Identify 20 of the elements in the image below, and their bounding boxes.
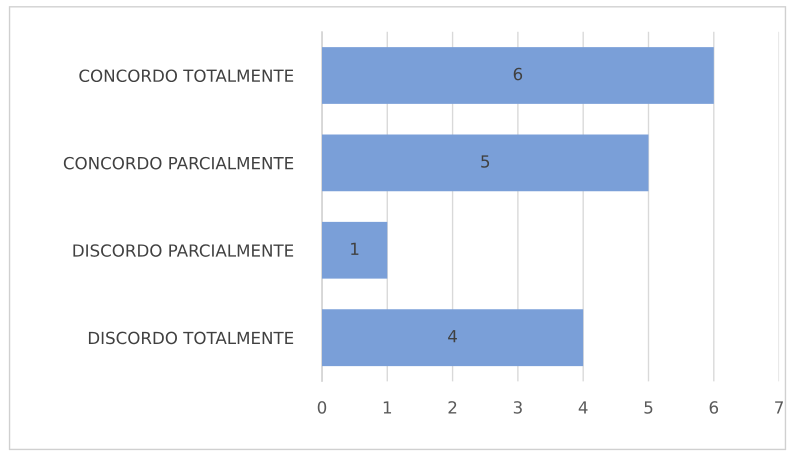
bar [322, 309, 584, 366]
x-tick-label: 4 [578, 401, 588, 414]
x-tick-label: 1 [384, 401, 392, 414]
x-tick-label: 2 [448, 401, 456, 414]
bar [322, 222, 388, 279]
x-tick-label: 5 [644, 401, 652, 414]
x-tick-label: 0 [318, 401, 326, 414]
data-label: 4 [448, 330, 457, 342]
bar [322, 47, 714, 104]
y-tick-label: DISCORDO PARCIALMENTE [73, 244, 294, 257]
x-tick-label: 7 [775, 401, 783, 414]
x-tick-label: 6 [710, 401, 718, 414]
x-tick-label: 3 [514, 401, 522, 414]
y-tick-label: DISCORDO TOTALMENTE [88, 332, 294, 344]
data-label: 1 [351, 242, 358, 255]
bar [322, 134, 648, 192]
data-label: 5 [481, 155, 490, 168]
data-label: 6 [514, 68, 522, 80]
y-tick-label: CONCORDO PARCIALMENTE [64, 156, 294, 170]
y-tick-label: CONCORDO TOTALMENTE [79, 69, 294, 82]
